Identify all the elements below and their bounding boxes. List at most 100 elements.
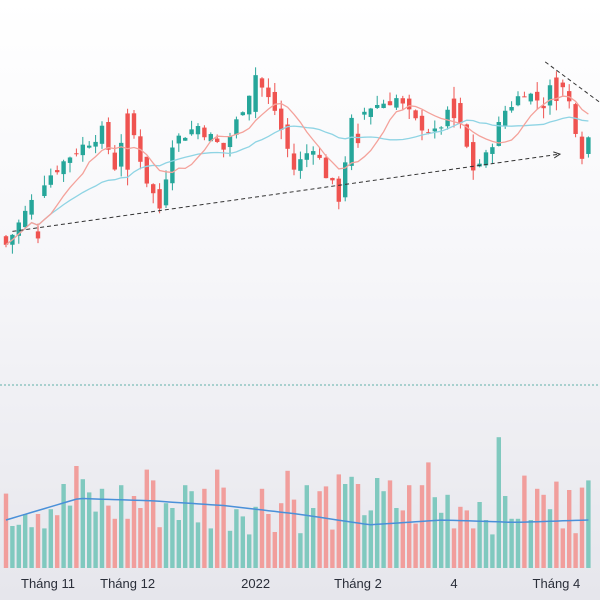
x-tick-label: Tháng 2 [334, 576, 382, 591]
candle-body [419, 115, 425, 131]
candle-body [61, 161, 66, 175]
candle-body [234, 119, 239, 135]
volume-bar [29, 527, 34, 568]
x-tick-label: Tháng 12 [100, 576, 155, 591]
volume-bar [291, 499, 297, 568]
volume-bar [407, 485, 412, 568]
volume-bar [490, 534, 495, 568]
candle-body [458, 103, 463, 124]
trendline-secondary [544, 61, 600, 103]
candle-body [439, 127, 444, 129]
volume-bar [541, 494, 546, 568]
candle-body [55, 170, 60, 173]
volume-bar [67, 505, 73, 568]
volume-bar [266, 514, 271, 568]
volume-bar [215, 469, 220, 568]
volume-bar [400, 510, 405, 568]
volume-bar [42, 528, 47, 568]
volume-bar [567, 490, 572, 568]
volume-bar [247, 534, 252, 568]
candle-body [183, 137, 188, 141]
candle-body [586, 137, 591, 154]
volume-bar [208, 528, 213, 568]
volume-bar [227, 530, 233, 568]
candle-body [451, 98, 457, 119]
candle-body [106, 122, 111, 150]
volume-bar [298, 533, 303, 568]
candle-body [554, 77, 559, 101]
volume-bar [509, 518, 514, 568]
candle-body [407, 98, 412, 110]
volume-bar [426, 462, 431, 568]
candle-body [330, 177, 335, 181]
candle-body [387, 101, 393, 106]
volume-bar [183, 485, 188, 568]
volume-bar [119, 485, 124, 568]
candle-body [272, 91, 277, 111]
volume-bar [74, 466, 79, 568]
volume-bar [61, 484, 66, 568]
candle-body [170, 147, 175, 184]
candle-body [23, 210, 28, 228]
trendline-arrow [553, 151, 562, 159]
candle-body [285, 124, 290, 149]
candle-body [279, 108, 284, 130]
volume-bar [106, 505, 111, 568]
volume-bar [381, 491, 386, 568]
volume-bar [304, 485, 309, 568]
candle-body [573, 104, 578, 134]
ma-slow-line [5, 116, 589, 246]
volume-bar [189, 491, 194, 568]
candle-body [48, 175, 53, 185]
candle-body [298, 159, 303, 171]
trendline [12, 153, 561, 232]
candle-body [80, 144, 85, 156]
candle-body [119, 142, 124, 167]
candle-body [400, 98, 405, 104]
candle-body [144, 156, 149, 184]
volume-bar [560, 528, 565, 568]
candle-body [547, 85, 553, 106]
candle-body [253, 75, 258, 112]
candle-body [381, 103, 386, 109]
volume-bar [323, 486, 329, 568]
volume-bar [23, 514, 28, 568]
candle-body [362, 111, 367, 115]
volume-bar [528, 520, 533, 568]
volume-bar [99, 488, 105, 568]
volume-bar [272, 532, 277, 568]
candle-body [503, 110, 508, 126]
volume-bar [535, 488, 540, 568]
candle-body [176, 135, 181, 144]
candle-body [266, 87, 271, 98]
volume-bar [138, 508, 143, 568]
candle-body [375, 105, 380, 108]
candle-body [215, 138, 220, 142]
candle-body [304, 153, 309, 160]
candle-body [528, 93, 533, 102]
x-axis: Tháng 11 Tháng 12 2022 Tháng 2 4 Tháng 4 [0, 384, 600, 591]
volume-bar [253, 506, 258, 568]
x-tick-label: 4 [450, 576, 457, 591]
volume-bar [48, 509, 53, 568]
candle-body [535, 91, 540, 101]
candle-body [87, 145, 92, 148]
candle-body [336, 178, 341, 202]
volume-bar [336, 474, 341, 568]
candle-body [349, 117, 354, 166]
volume-bar [311, 508, 316, 568]
candle-body [509, 107, 514, 111]
volume-bar [170, 508, 175, 568]
volume-bar [362, 515, 367, 568]
candle-body [445, 109, 450, 127]
candle-body [579, 136, 585, 159]
candle-body [343, 162, 348, 198]
candle-body [323, 157, 329, 179]
volume-bar [163, 503, 169, 568]
volume-bar [112, 518, 117, 568]
candle-body [311, 151, 316, 155]
candle-body [221, 142, 226, 150]
candle-body [471, 142, 476, 171]
volume-bar [355, 484, 361, 568]
